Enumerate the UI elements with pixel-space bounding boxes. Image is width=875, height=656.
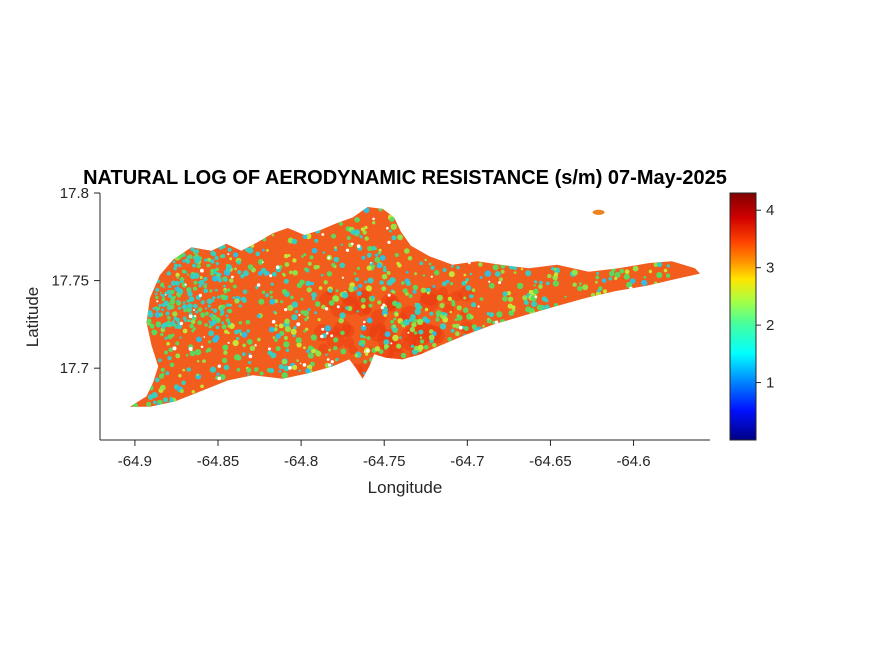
offshore-island-buck-island bbox=[592, 209, 605, 215]
y-tick-label: 17.75 bbox=[51, 273, 89, 290]
axes-layer: -64.9 -64.85 -64.8 -64.75 -64.7 -64.65 -64.6 17… bbox=[51, 185, 710, 470]
colorbar-tick-label: 1 bbox=[766, 375, 774, 392]
colorbar: 1 2 3 4 bbox=[729, 192, 774, 441]
y-axis-label: Latitude bbox=[23, 287, 42, 348]
x-tick-label: -64.75 bbox=[363, 453, 406, 470]
heatmap-island-layer bbox=[129, 207, 700, 407]
x-tick-label: -64.65 bbox=[529, 453, 572, 470]
x-tick-label: -64.8 bbox=[284, 453, 318, 470]
zone-no-data-holes bbox=[156, 217, 633, 381]
x-tick-label: -64.6 bbox=[616, 453, 650, 470]
x-axis-label: Longitude bbox=[368, 478, 443, 497]
colorbar-tick-label: 3 bbox=[766, 260, 774, 277]
colorbar-gradient-bar bbox=[729, 192, 757, 441]
x-tick-label: -64.85 bbox=[197, 453, 240, 470]
chart-title: NATURAL LOG OF AERODYNAMIC RESISTANCE (s… bbox=[83, 167, 727, 189]
x-tick-label: -64.9 bbox=[118, 453, 152, 470]
colorbar-tick-label: 2 bbox=[766, 317, 774, 334]
x-tick-label: -64.7 bbox=[450, 453, 484, 470]
colorbar-tick-label: 4 bbox=[766, 202, 774, 219]
y-tick-label: 17.8 bbox=[60, 185, 89, 202]
zone-northwest-dense bbox=[146, 244, 233, 331]
y-tick-label: 17.7 bbox=[60, 360, 89, 377]
